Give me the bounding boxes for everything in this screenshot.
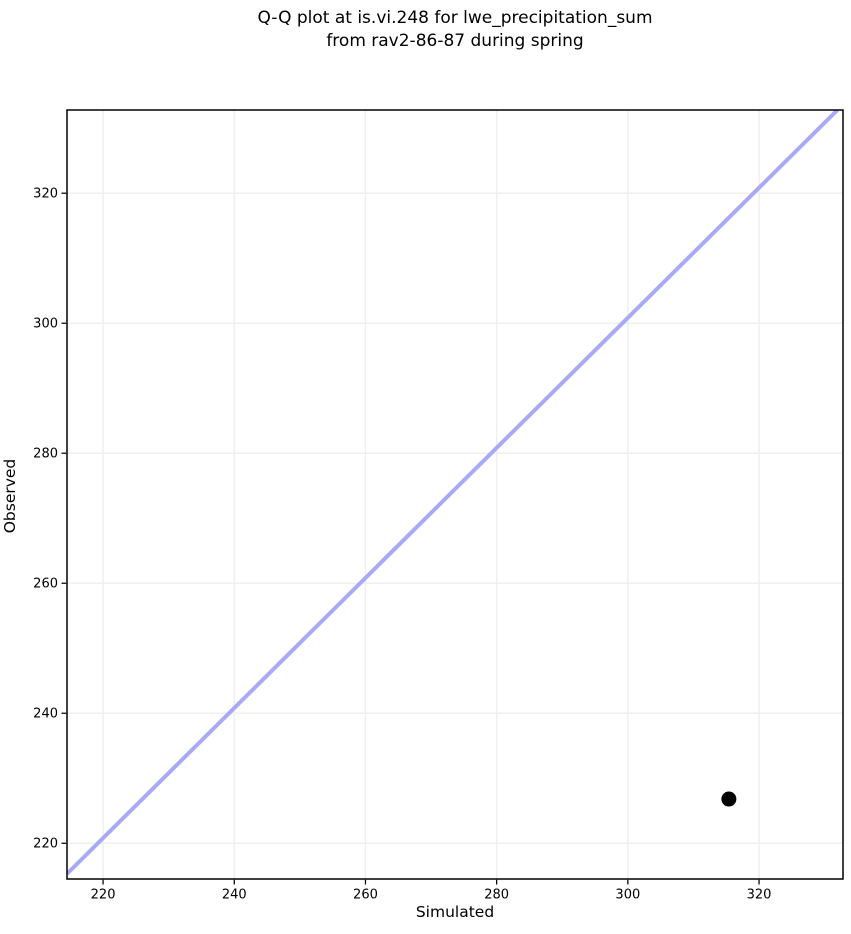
chart-title: Q-Q plot at is.vi.248 for lwe_precipitat… [67, 7, 843, 53]
chart-title-line2: from rav2-86-87 during spring [326, 31, 584, 51]
y-tick-label: 300 [33, 317, 58, 332]
x-axis-label: Simulated [415, 903, 495, 921]
y-tick-label: 280 [33, 447, 58, 462]
x-tick-label: 280 [484, 888, 509, 903]
y-tick-label: 320 [33, 187, 58, 202]
x-tick-label: 300 [615, 888, 640, 903]
x-tick-label: 240 [222, 888, 247, 903]
x-tick-label: 260 [353, 888, 378, 903]
y-tick-label: 220 [33, 837, 58, 852]
y-axis-label: Observed [1, 458, 19, 534]
identity-line [67, 110, 839, 876]
plot-frame [66, 109, 844, 880]
chart-title-line1: Q-Q plot at is.vi.248 for lwe_precipitat… [257, 8, 653, 28]
data-point [721, 791, 737, 807]
y-tick-label: 240 [33, 707, 58, 722]
y-tick-label: 260 [33, 577, 58, 592]
x-tick-label: 220 [91, 888, 116, 903]
x-tick-label: 320 [747, 888, 772, 903]
